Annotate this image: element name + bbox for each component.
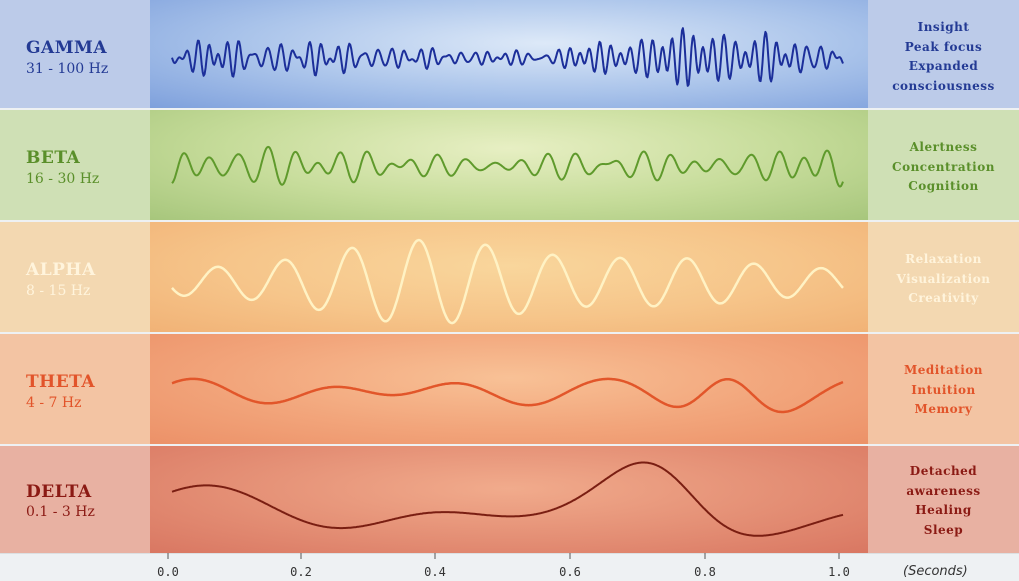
effect-text: Intuition bbox=[911, 382, 976, 397]
band-label-panel bbox=[0, 446, 150, 553]
effect-text: Meditation bbox=[903, 363, 983, 377]
band-frequency: 4 - 7 Hz bbox=[26, 395, 82, 411]
effects-panel bbox=[868, 446, 1019, 553]
band-label-panel bbox=[0, 222, 150, 332]
effect-text: Memory bbox=[914, 402, 973, 416]
effects-panel bbox=[868, 222, 1019, 332]
wave-panel bbox=[150, 110, 868, 220]
axis-tick-label: 0.6 bbox=[559, 565, 581, 579]
gamma-wave bbox=[171, 27, 844, 87]
band-label-panel bbox=[0, 0, 150, 108]
band-name: ALPHA bbox=[26, 260, 96, 280]
band-frequency: 31 - 100 Hz bbox=[26, 61, 109, 77]
band-effects: Insight Peak focus Expanded consciousnes… bbox=[868, 18, 1019, 96]
effects-panel bbox=[868, 110, 1019, 220]
delta-wave bbox=[171, 461, 844, 537]
effect-text: Peak focus bbox=[904, 39, 983, 54]
beta-wave bbox=[171, 145, 844, 188]
effect-text: Relaxation bbox=[905, 252, 982, 266]
effect-text: Cognition bbox=[908, 179, 979, 193]
band-effects: Detached awareness Healing Sleep bbox=[868, 462, 1019, 540]
effect-text: awareness bbox=[906, 483, 981, 498]
band-name: BETA bbox=[26, 148, 81, 168]
effect-text: Expanded bbox=[908, 59, 979, 73]
band-name: GAMMA bbox=[26, 38, 108, 58]
effect-text: Creativity bbox=[908, 291, 979, 305]
time-axis bbox=[0, 553, 1019, 581]
effect-text: Insight bbox=[917, 20, 970, 34]
axis-tick-label: 1.0 bbox=[828, 565, 850, 579]
axis-tick-label: 0.8 bbox=[694, 565, 716, 579]
axis-ticks bbox=[0, 553, 1019, 559]
band-effects: Meditation Intuition Memory bbox=[868, 361, 1019, 420]
band-effects: Alertness Concentration Cognition bbox=[868, 138, 1019, 197]
axis-tick-label: 0.2 bbox=[290, 565, 312, 579]
axis-tick-label: 0.0 bbox=[157, 565, 179, 579]
axis-unit-label: (Seconds) bbox=[903, 564, 968, 579]
band-frequency: 0.1 - 3 Hz bbox=[26, 504, 95, 520]
effect-text: Sleep bbox=[923, 522, 964, 537]
axis-tick-label: 0.4 bbox=[424, 565, 446, 579]
effect-text: Visualization bbox=[896, 271, 991, 286]
effect-text: Healing bbox=[915, 503, 972, 517]
effect-text: Detached bbox=[909, 464, 978, 478]
effect-text: Alertness bbox=[909, 140, 978, 154]
band-name: THETA bbox=[26, 372, 96, 392]
effects-panel bbox=[868, 334, 1019, 444]
band-frequency: 8 - 15 Hz bbox=[26, 283, 91, 299]
band-effects: Relaxation Visualization Creativity bbox=[868, 250, 1019, 309]
band-name: DELTA bbox=[26, 482, 92, 502]
band-label-panel bbox=[0, 110, 150, 220]
effect-text: consciousness bbox=[892, 78, 995, 93]
effects-panel bbox=[868, 0, 1019, 108]
band-frequency: 16 - 30 Hz bbox=[26, 171, 100, 187]
band-label-panel bbox=[0, 334, 150, 444]
band-beta: BETA 16 - 30 Hz Alertness Concentration … bbox=[0, 110, 1019, 220]
theta-wave bbox=[171, 377, 844, 414]
band-gamma: GAMMA 31 - 100 Hz Insight Peak focus Exp… bbox=[0, 0, 1019, 108]
effect-text: Concentration bbox=[892, 159, 995, 174]
alpha-wave bbox=[171, 238, 844, 325]
